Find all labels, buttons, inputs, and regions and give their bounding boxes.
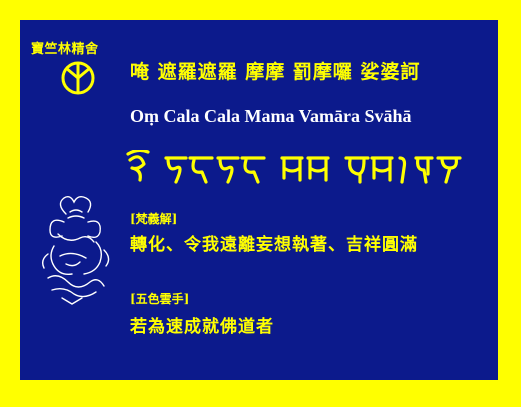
mantra-romanized: Oṃ Cala Cala Mama Vamāra Svāhā [130, 106, 412, 126]
sanskrit-meaning-text: 轉化、令我遠離妄想執著、吉祥圓滿 [130, 235, 418, 255]
deity-figure-icon [41, 195, 110, 305]
sanskrit-meaning-label: [梵義解] [130, 212, 178, 226]
five-color-hand-label: [五色雲手] [130, 292, 190, 306]
society-name: 寶竺林精舍 [31, 42, 99, 57]
mantra-chinese: 唵 遮羅遮羅 摩摩 罰摩囉 娑婆訶 [130, 61, 421, 83]
mantra-card: 寶竺林精舍 唵 遮羅遮羅 摩摩 罰摩囉 娑婆訶 Oṃ Cala Cala Mam… [20, 20, 498, 380]
siddham-script-mantra [126, 150, 462, 184]
five-color-hand-text: 若為速成就佛道者 [130, 317, 274, 337]
dharma-wheel-icon [61, 61, 95, 95]
